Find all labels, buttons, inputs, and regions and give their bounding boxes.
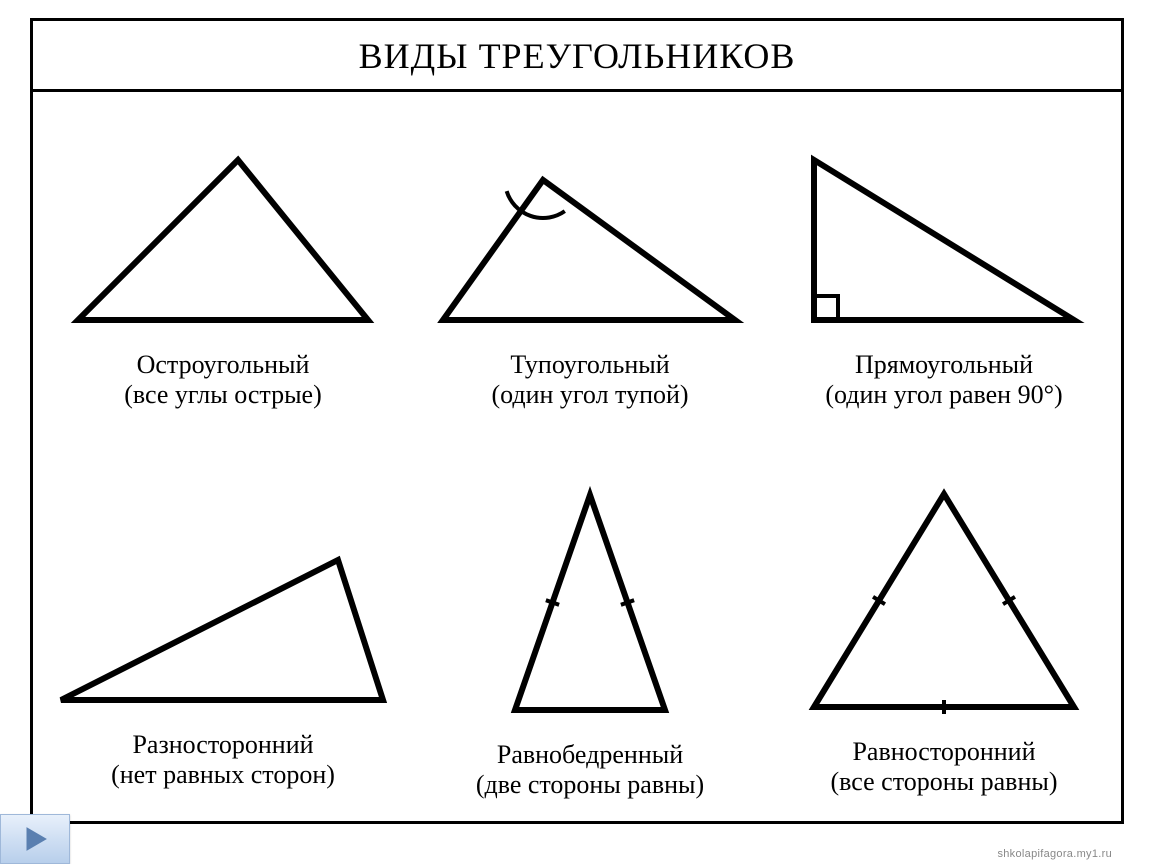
isosceles-desc: (две стороны равны): [476, 770, 704, 800]
equilateral-name: Равносторонний: [831, 737, 1058, 767]
cell-equilateral: Равносторонний (все стороны равны): [767, 457, 1121, 822]
triangle-acute: [43, 140, 403, 340]
label-acute: Остроугольный (все углы острые): [124, 350, 322, 410]
title-bar: ВИДЫ ТРЕУГОЛЬНИКОВ: [33, 21, 1121, 92]
acute-desc: (все углы острые): [124, 380, 322, 410]
label-equilateral: Равносторонний (все стороны равны): [831, 737, 1058, 797]
play-icon: [18, 822, 52, 856]
scalene-desc: (нет равных сторон): [111, 760, 335, 790]
label-isosceles: Равнобедренный (две стороны равны): [476, 740, 704, 800]
watermark: shkolapifagora.my1.ru: [997, 848, 1112, 860]
label-obtuse: Тупоугольный (один угол тупой): [491, 350, 688, 410]
cell-acute: Остроугольный (все углы острые): [33, 92, 413, 457]
triangle-isosceles: [423, 480, 757, 730]
triangle-equilateral: [777, 482, 1111, 727]
page-title: ВИДЫ ТРЕУГОЛЬНИКОВ: [359, 36, 796, 76]
cell-obtuse: Тупоугольный (один угол тупой): [413, 92, 767, 457]
diagram-frame: ВИДЫ ТРЕУГОЛЬНИКОВ Остроугольный (все уг…: [30, 18, 1124, 824]
right-desc: (один угол равен 90°): [825, 380, 1062, 410]
label-scalene: Разносторонний (нет равных сторон): [111, 730, 335, 790]
right-name: Прямоугольный: [825, 350, 1062, 380]
cell-isosceles: Равнобедренный (две стороны равны): [413, 457, 767, 822]
cell-scalene: Разносторонний (нет равных сторон): [33, 457, 413, 822]
isosceles-name: Равнобедренный: [476, 740, 704, 770]
label-right: Прямоугольный (один угол равен 90°): [825, 350, 1062, 410]
triangle-obtuse: [423, 140, 757, 340]
cell-right: Прямоугольный (один угол равен 90°): [767, 92, 1121, 457]
obtuse-desc: (один угол тупой): [491, 380, 688, 410]
triangle-grid: Остроугольный (все углы острые) Тупоугол…: [33, 92, 1121, 822]
equilateral-desc: (все стороны равны): [831, 767, 1058, 797]
triangle-scalene: [43, 490, 403, 720]
scalene-name: Разносторонний: [111, 730, 335, 760]
triangle-right: [777, 140, 1111, 340]
next-slide-button[interactable]: [0, 814, 70, 864]
obtuse-name: Тупоугольный: [491, 350, 688, 380]
acute-name: Остроугольный: [124, 350, 322, 380]
